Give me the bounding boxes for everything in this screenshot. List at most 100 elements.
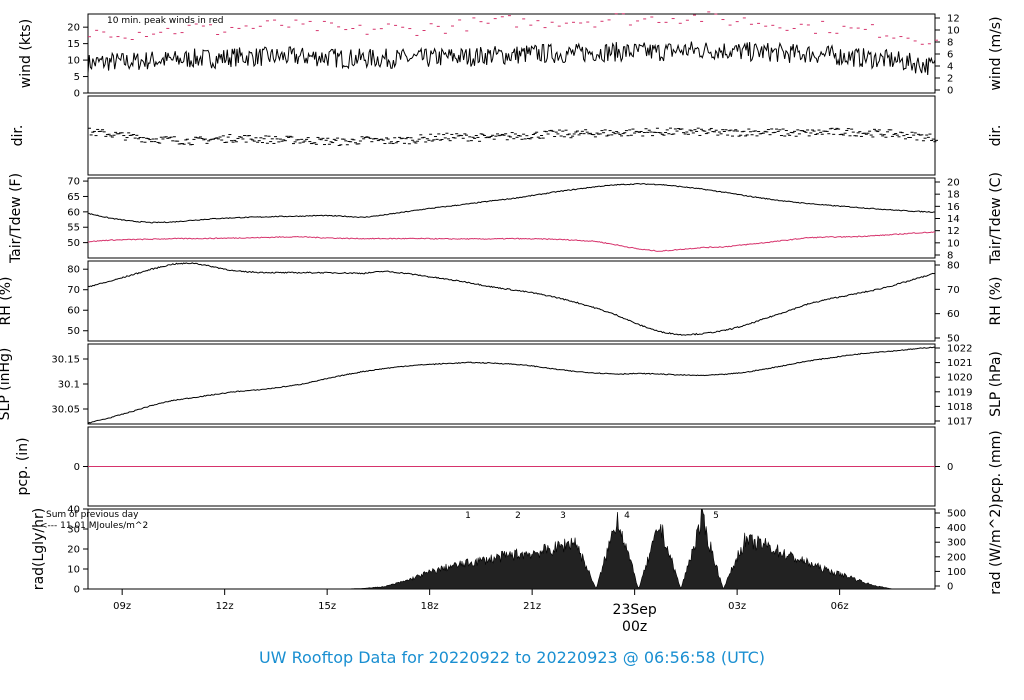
hour-marker: 2 bbox=[515, 511, 521, 521]
right-tick-label: 300 bbox=[947, 538, 966, 549]
ytick-label: 0 bbox=[74, 462, 80, 473]
xtick-label: 00z bbox=[622, 619, 647, 635]
right-tick-label: 12 bbox=[947, 226, 960, 237]
right-tick-label: 80 bbox=[947, 261, 960, 272]
right-tick-label: 16 bbox=[947, 202, 960, 213]
right-tick-label: 60 bbox=[947, 309, 960, 320]
right-tick-label: 50 bbox=[947, 334, 960, 345]
right-tick-label: 0 bbox=[947, 86, 953, 97]
panel-6: rad(Lgly/hr) rad (W/m^2)01020304001002003… bbox=[31, 503, 1004, 595]
right-tick-label: 1019 bbox=[947, 387, 972, 398]
right-tick-label: 1017 bbox=[947, 417, 972, 428]
hour-marker: 3 bbox=[560, 511, 566, 521]
ytick-label: 40 bbox=[67, 505, 80, 516]
tair-line bbox=[87, 182, 936, 224]
panel-frame bbox=[87, 343, 936, 425]
ytick-label: 30 bbox=[67, 525, 80, 536]
right-tick-label: 4 bbox=[947, 62, 953, 73]
ytick-label: 10 bbox=[67, 565, 80, 576]
rh-line bbox=[87, 262, 936, 336]
right-tick-label: 2 bbox=[947, 74, 953, 85]
sum-label: Sum of previous day bbox=[46, 510, 139, 520]
ylabel-left: SLP (inHg) bbox=[0, 348, 13, 421]
hour-marker: 4 bbox=[624, 511, 630, 521]
ylabel-left: rad(Lgly/hr) bbox=[31, 508, 47, 590]
right-tick-label: 6 bbox=[947, 50, 953, 61]
date-label: 23Sep bbox=[613, 602, 657, 618]
panels: wind (kts) wind (m/s)0510152002468101210 … bbox=[0, 11, 1004, 635]
right-tick-label: 1018 bbox=[947, 402, 972, 413]
panel-frame bbox=[87, 95, 936, 176]
right-tick-label: 500 bbox=[947, 509, 966, 520]
page-title: UW Rooftop Data for 20220922 to 20220923… bbox=[258, 648, 766, 667]
ytick-label: 15 bbox=[67, 39, 80, 50]
right-tick-label: 1022 bbox=[947, 344, 972, 355]
xtick-label: 06z bbox=[831, 601, 849, 612]
right-tick-label: 10 bbox=[947, 238, 960, 249]
hour-marker: 1 bbox=[465, 511, 471, 521]
xtick-label: 03z bbox=[728, 601, 746, 612]
wind-line bbox=[87, 41, 936, 76]
xtick-label: 09z bbox=[113, 601, 131, 612]
ylabel-left: pcp. (in) bbox=[15, 437, 31, 495]
panel-0: wind (kts) wind (m/s)0510152002468101210 … bbox=[18, 11, 1004, 100]
right-tick-label: 8 bbox=[947, 251, 953, 262]
ylabel-right: dir. bbox=[988, 125, 1004, 147]
ylabel-right: pcp. (mm) bbox=[988, 430, 1004, 503]
ylabel-right: Tair/Tdew (C) bbox=[988, 172, 1004, 265]
xtick-label: 12z bbox=[216, 601, 234, 612]
xtick-label: 15z bbox=[318, 601, 336, 612]
right-tick-label: 200 bbox=[947, 552, 966, 563]
x-axis: 09z 12z 15z 18z 21z 00z 03z 06z 23Sep bbox=[113, 589, 849, 635]
ytick-label: 70 bbox=[67, 177, 80, 188]
ylabel-right: SLP (hPa) bbox=[988, 351, 1004, 417]
ytick-label: 0 bbox=[74, 89, 80, 100]
ytick-label: 20 bbox=[67, 545, 80, 556]
sum-value: <--- 11.01 MJoules/m^2 bbox=[40, 521, 148, 531]
right-tick-label: 400 bbox=[947, 523, 966, 534]
right-tick-label: 14 bbox=[947, 214, 960, 225]
right-tick-label: 1020 bbox=[947, 373, 972, 384]
right-tick-label: 10 bbox=[947, 26, 960, 37]
panel-4: SLP (inHg) SLP (hPa) 30.05 30.1 30.15 1017 101… bbox=[0, 343, 1004, 428]
ytick-label: 60 bbox=[67, 207, 80, 218]
hour-marker: 5 bbox=[713, 511, 719, 521]
right-tick-label: 8 bbox=[947, 38, 953, 49]
ylabel-left: wind (kts) bbox=[18, 19, 34, 88]
ytick-label: 80 bbox=[67, 265, 80, 276]
ylabel-right: wind (m/s) bbox=[988, 16, 1004, 90]
ytick-label: 30.1 bbox=[58, 380, 80, 391]
peak-wind-note: 10 min. peak winds in red bbox=[107, 16, 224, 26]
xtick-label: 18z bbox=[421, 601, 439, 612]
ytick-label: 30.15 bbox=[51, 355, 80, 366]
panel-3: RH (%) RH (%) 50 60 70 80 50 60 70 80 bbox=[0, 260, 1004, 345]
ytick-label: 10 bbox=[67, 56, 80, 67]
right-tick-label: 1021 bbox=[947, 358, 972, 369]
ylabel-right: RH (%) bbox=[988, 277, 1004, 326]
right-tick-label: 18 bbox=[947, 190, 960, 201]
ytick-label: 30.05 bbox=[51, 405, 80, 416]
right-tick-label: 0 bbox=[947, 462, 953, 473]
ytick-label: 50 bbox=[67, 238, 80, 249]
ylabel-left: RH (%) bbox=[0, 277, 14, 326]
right-tick-label: 70 bbox=[947, 285, 960, 296]
right-tick-label: 100 bbox=[947, 567, 966, 578]
ylabel-right: rad (W/m^2) bbox=[988, 503, 1004, 594]
right-tick-label: 12 bbox=[947, 14, 960, 25]
ylabel-left: Tair/Tdew (F) bbox=[8, 173, 24, 264]
ylabel-left: dir. bbox=[10, 125, 26, 147]
ytick-label: 20 bbox=[67, 23, 80, 34]
right-tick-label: 20 bbox=[947, 178, 960, 189]
right-tick-label: 0 bbox=[947, 582, 953, 593]
ytick-label: 70 bbox=[67, 285, 80, 296]
ytick-label: 60 bbox=[67, 306, 80, 317]
radiation-area bbox=[88, 508, 935, 590]
ytick-label: 65 bbox=[67, 192, 80, 203]
ytick-label: 5 bbox=[74, 72, 80, 83]
panel-frame bbox=[87, 260, 936, 342]
tdew-line bbox=[87, 231, 936, 252]
ytick-label: 0 bbox=[74, 585, 80, 596]
ytick-label: 50 bbox=[67, 326, 80, 337]
panel-5: pcp. (in) pcp. (mm) 0 0 bbox=[15, 426, 1004, 507]
